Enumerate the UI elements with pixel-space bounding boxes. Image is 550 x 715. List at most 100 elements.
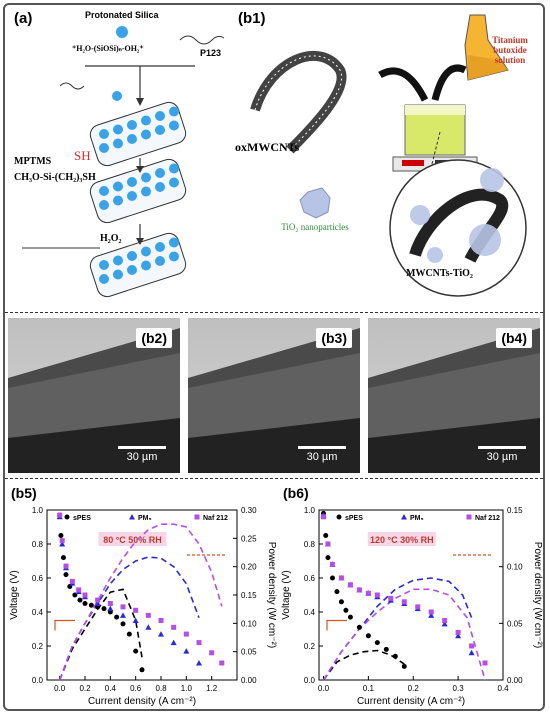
y2-tick-label: 0.20 [241,563,257,572]
x-tick-label: 0.2 [79,684,91,693]
data-point [76,587,82,593]
x-axis-label: Current density (A cm⁻²) [88,696,196,707]
y-axis-label: Voltage (V) [9,570,20,619]
data-point [442,618,448,623]
power-curve [58,556,200,681]
panel-b1: (b1) oxMWCNTs Titanium butoxide solution… [230,0,545,310]
protonated-silica-label: Protonated Silica [85,10,159,20]
data-point [401,599,407,605]
x-tick-label: 0.0 [318,684,330,693]
x-tick-label: 0.4 [105,684,117,693]
y-tick-label: 0.2 [32,642,44,651]
data-point [365,590,371,596]
y2-tick-label: 0.15 [507,506,523,515]
y2-tick-label: 0.15 [241,591,257,600]
silica-sphere [127,134,137,144]
data-point [120,612,126,618]
power-curve [322,588,486,681]
y-tick-label: 0.4 [304,608,316,617]
data-point [59,541,66,547]
data-point [145,612,151,618]
data-point [82,592,88,598]
chart-b5-svg: 0.0 0.2 0.4 0.6 0.8 1.0 1.2 0.0 0.2 0.4 0.6 0.8 1.0 0… [9,485,277,707]
power-curve [58,588,143,681]
legend-marker [64,514,70,520]
x-tick-label: 1.0 [181,684,193,693]
data-point [428,612,435,618]
silica-sphere [169,251,179,262]
data-point [209,650,215,656]
y2-tick-label: 0.25 [241,534,257,543]
arrow-left [378,67,429,102]
data-point [356,624,362,630]
y2-axis-label: Power density (W cm⁻²) [532,542,543,648]
data-point [88,602,94,608]
silica-sphere [155,182,165,192]
panel-label: (b6) [283,485,309,501]
legend-label: Naf 212 [203,515,228,522]
x-tick-label: 0.8 [155,684,167,693]
data-point [383,646,389,652]
y-tick-label: 1.0 [32,506,44,515]
legend-marker [401,514,407,520]
chart-b6: 0.0 0.1 0.2 0.3 0.4 0.0 0.2 0.4 0.6 0.8 1.0 0.00 0.0… [277,480,543,710]
data-point [63,563,69,569]
y-tick-label: 0.8 [304,540,316,549]
silica-sphere [127,265,137,275]
p123-chain [179,35,225,45]
silica-formula: ⁺H₂O-(SiOSi)ₙ-OH₂⁺ [72,44,144,53]
data-point [94,600,101,606]
silica-sphere [99,274,109,284]
legend-label: PM₅ [410,515,424,522]
sem-label: (b4) [496,328,532,348]
data-point [171,624,177,630]
silica-sphere [113,255,123,266]
x-tick-label: 0.3 [453,684,465,693]
tio2-label: TiO₂ nanoparticles [281,222,349,232]
data-point [57,512,63,518]
y2-tick-label: 0.00 [507,676,523,685]
silica-sphere [99,200,109,210]
sem-image-b3: (b3) 30 µm [188,318,360,473]
legend-marker [336,514,342,520]
y-axis-label: Voltage (V) [281,570,292,619]
scale-text: 30 µm [126,451,158,463]
data-point [58,533,64,538]
x-tick-label: 0.1 [363,684,375,693]
data-point [334,589,340,595]
data-point [196,640,202,646]
annotation-bg [98,532,167,546]
legend-label: PM₅ [138,515,152,522]
panel-a-label: (a) [14,10,33,27]
plot-frame [318,509,504,681]
legend-label: Naf 212 [475,515,500,522]
condition-annotation: 120 °C 30% RH [370,535,434,545]
divider-top [5,312,543,313]
titanium-label: Titanium butoxide solution [492,35,528,65]
sh-label: SH [74,148,91,163]
panel-b1-schematic [250,14,527,297]
panel-label: (b5) [11,485,37,501]
mptms-label: MPTMS [14,156,52,167]
data-point [388,595,394,601]
y2-tick-label: 0.10 [241,619,257,628]
x-tick-label: 0.6 [130,684,142,693]
data-point [428,609,434,615]
data-point [365,633,371,639]
silica-sphere [99,186,109,196]
scale-bar: 30 µm [118,446,166,463]
y2-tick-label: 0.05 [507,619,523,628]
data-point [441,620,448,627]
legend-label: sPES [73,515,91,522]
x-tick-label: 0.4 [497,684,509,693]
silica-sphere [141,260,151,271]
panel-a: (a) Protonated Silica ⁺H₂O-(SiOSi)ₙ-OH₂⁺… [0,0,230,310]
sem-label: (b3) [316,328,352,348]
data-point [133,607,139,613]
data-point [101,606,107,612]
data-point [107,601,113,606]
silica-sphere [113,124,123,135]
data-point [329,575,335,581]
data-point [356,587,362,593]
data-point [347,582,353,588]
